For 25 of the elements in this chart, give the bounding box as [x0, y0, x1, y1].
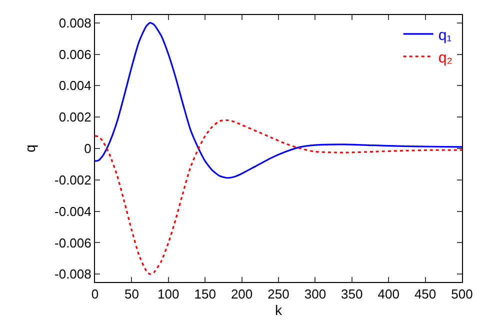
x-tick-label: 50	[124, 286, 139, 302]
x-tick-label: 150	[194, 286, 216, 302]
legend-label: q₁	[438, 26, 452, 44]
y-tick-label: 0.004	[58, 78, 92, 94]
y-tick-label: 0	[84, 141, 92, 156]
x-tick-label: 500	[451, 286, 473, 302]
y-tick-label: -0.006	[54, 235, 92, 250]
x-tick-label: 350	[341, 286, 363, 302]
x-tick-label: 450	[414, 286, 436, 302]
x-tick-label: 400	[378, 286, 400, 302]
x-tick-label: 100	[158, 286, 180, 302]
x-tick-label: 200	[230, 286, 253, 302]
y-tick-label: 0.008	[58, 15, 92, 30]
y-tick-label: -0.004	[54, 204, 92, 219]
y-tick-label: -0.002	[54, 172, 92, 188]
x-axis-title: k	[275, 302, 283, 318]
line-series	[95, 119, 462, 275]
x-tick-label: 300	[304, 286, 326, 302]
y-tick-label: 0.006	[58, 46, 92, 62]
y-axis-title: q	[22, 144, 38, 152]
x-tick-label: 250	[268, 286, 290, 302]
y-tick-label: 0.002	[58, 110, 92, 125]
legend-label: q₂	[438, 49, 453, 66]
y-tick-label: -0.008	[54, 266, 92, 282]
line-series	[95, 22, 462, 179]
